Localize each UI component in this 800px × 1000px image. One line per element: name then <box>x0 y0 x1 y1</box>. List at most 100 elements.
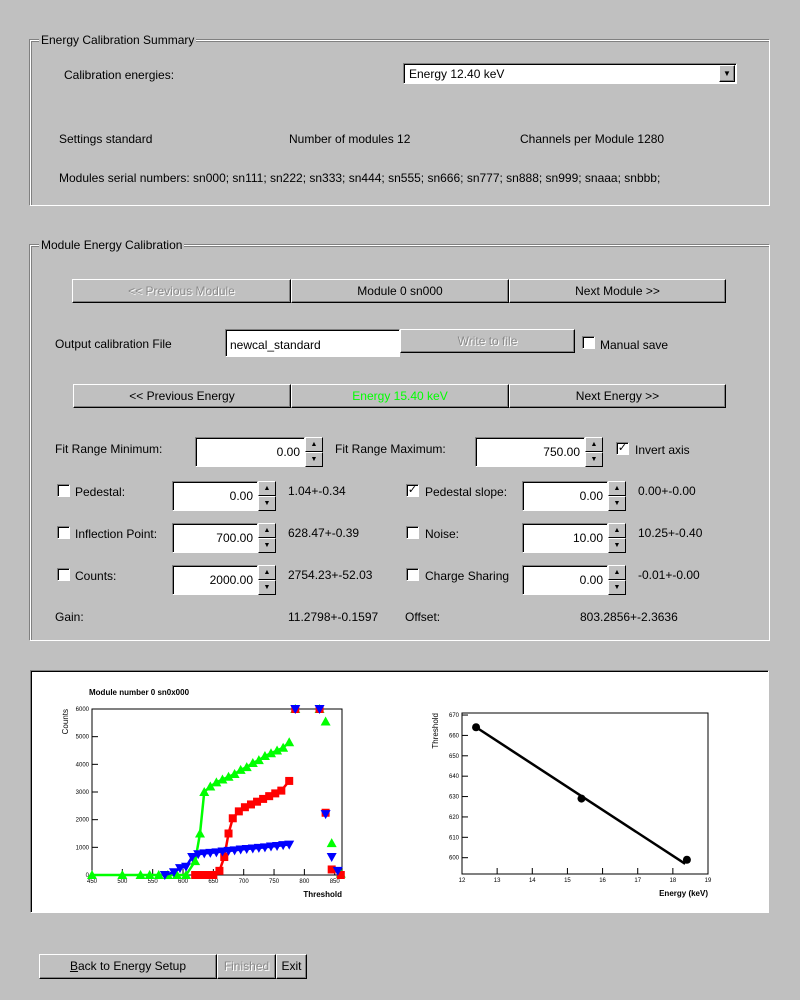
param-label: Counts: <box>75 569 117 583</box>
data-point-triangle-down <box>174 864 185 874</box>
energies-label: Calibration energies: <box>64 68 175 82</box>
fit-min-input[interactable]: 0.00 <box>195 437 305 467</box>
fit-max-input[interactable]: 750.00 <box>475 437 585 467</box>
data-point-triangle-up <box>241 762 252 772</box>
param-input[interactable]: 0.00 <box>522 481 608 511</box>
data-point-triangle-up <box>195 828 206 838</box>
data-point-triangle-up <box>320 716 331 726</box>
param-input[interactable]: 0.00 <box>172 481 258 511</box>
summary-group: Energy Calibration Summary <box>30 33 770 206</box>
data-point-triangle-down <box>290 705 301 714</box>
gain-label: Gain: <box>55 610 84 624</box>
y-tick-label: 630 <box>449 795 460 801</box>
fit-max-spinner[interactable]: ▲ ▼ <box>585 437 603 467</box>
next-module-button[interactable]: Next Module >> <box>509 279 726 303</box>
param-label: Inflection Point: <box>75 527 158 541</box>
chevron-down-icon[interactable]: ▼ <box>719 65 735 82</box>
param-spinner[interactable]: ▲ ▼ <box>258 481 276 511</box>
data-point-square <box>224 829 233 838</box>
param-input[interactable]: 2000.00 <box>172 565 258 595</box>
data-point-triangle-down <box>187 853 198 863</box>
param-spinner[interactable]: ▲ ▼ <box>608 481 626 511</box>
manual-save-checkbox[interactable] <box>582 336 595 349</box>
data-point <box>472 723 481 732</box>
data-point-square <box>253 797 262 806</box>
x-tick-label: 750 <box>269 879 280 885</box>
data-point-triangle-down <box>223 846 234 856</box>
x-tick-label: 18 <box>670 878 677 884</box>
data-point-triangle-up <box>87 870 97 879</box>
previous-energy-button[interactable]: << Previous Energy <box>73 384 291 408</box>
x-tick-label: 19 <box>705 878 712 884</box>
energies-dropdown[interactable]: Energy 12.40 keV ▼ <box>403 63 737 84</box>
param-result: -0.01+-0.00 <box>638 568 700 582</box>
x-tick-label: 650 <box>208 879 219 885</box>
x-tick-label: 13 <box>494 878 501 884</box>
y-tick-label: 600 <box>449 856 460 862</box>
data-point-triangle-down <box>235 845 246 855</box>
param-spinner[interactable]: ▲ ▼ <box>608 523 626 553</box>
data-point-triangle-down <box>284 840 295 850</box>
param-spinner[interactable]: ▲ ▼ <box>608 565 626 595</box>
y-tick-label: 650 <box>449 754 460 760</box>
data-point-triangle-up <box>278 742 289 752</box>
param-checkbox[interactable] <box>406 526 419 539</box>
data-point-triangle-down <box>278 841 289 851</box>
data-point-square <box>277 786 286 795</box>
data-point-triangle-down <box>159 871 170 880</box>
data-point-triangle-up <box>223 771 234 781</box>
x-tick-label: 600 <box>178 879 189 885</box>
data-point-square <box>191 871 200 879</box>
data-point-square <box>246 800 255 809</box>
data-point-triangle-down <box>314 705 325 714</box>
exit-button[interactable]: Exit <box>276 954 307 979</box>
data-point-triangle-up <box>199 787 210 796</box>
next-energy-button[interactable]: Next Energy >> <box>509 384 726 408</box>
output-file-input[interactable]: newcal_standard <box>225 329 400 357</box>
invert-axis-checkbox[interactable]: ✓ <box>616 442 629 455</box>
x-tick-label: 16 <box>599 878 606 884</box>
param-input[interactable]: 10.00 <box>522 523 608 553</box>
data-point-triangle-down <box>253 843 264 853</box>
param-input[interactable]: 700.00 <box>172 523 258 553</box>
y-tick-label: 5000 <box>76 735 90 741</box>
data-point-triangle-down <box>247 844 258 854</box>
data-point-triangle-up <box>229 769 240 779</box>
data-point-triangle-up <box>135 870 146 879</box>
data-point-triangle-down <box>259 843 270 853</box>
data-point-square <box>327 865 336 874</box>
param-result: 628.47+-0.39 <box>288 526 360 540</box>
param-checkbox[interactable]: ✓ <box>406 484 419 497</box>
data-point-triangle-up <box>259 751 270 761</box>
param-result: 2754.23+-52.03 <box>288 568 373 582</box>
y-tick-label: 660 <box>449 733 460 739</box>
param-result: 1.04+-0.34 <box>288 484 346 498</box>
offset-label: Offset: <box>405 610 441 624</box>
data-point-square <box>215 866 224 875</box>
param-checkbox[interactable] <box>57 568 70 581</box>
data-point-square <box>234 807 243 816</box>
data-point-triangle-down <box>217 847 228 857</box>
y-tick-label: 670 <box>449 713 460 719</box>
data-point-triangle-up <box>235 764 246 774</box>
param-checkbox[interactable] <box>57 526 70 539</box>
plot-canvas: 450 500 550 600 650 700 750 800 850 0 1000 2000 3000… <box>30 670 769 913</box>
param-checkbox[interactable] <box>406 568 419 581</box>
fit-min-spinner[interactable]: ▲ ▼ <box>305 437 323 467</box>
x-tick-label: 500 <box>117 879 128 885</box>
y-tick-label: 1000 <box>76 845 90 851</box>
param-checkbox[interactable] <box>57 484 70 497</box>
write-to-file-button[interactable]: Write to file <box>400 329 575 353</box>
data-point-square <box>197 871 206 879</box>
charts-svg: 450 500 550 600 650 700 750 800 850 0 1000 2000 3000… <box>61 688 712 899</box>
finished-button[interactable]: Finished <box>217 954 276 979</box>
previous-module-button[interactable]: << Previous Module <box>72 279 291 303</box>
current-energy-label: Energy 15.40 keV <box>291 384 509 408</box>
back-to-energy-setup-button[interactable]: Back to Energy Setup <box>39 954 217 979</box>
param-spinner[interactable]: ▲ ▼ <box>258 565 276 595</box>
param-spinner[interactable]: ▲ ▼ <box>258 523 276 553</box>
data-point-triangle-down <box>332 866 343 876</box>
data-point-triangle-up <box>153 870 164 879</box>
param-input[interactable]: 0.00 <box>522 565 608 595</box>
y-tick-label: 640 <box>449 774 460 780</box>
